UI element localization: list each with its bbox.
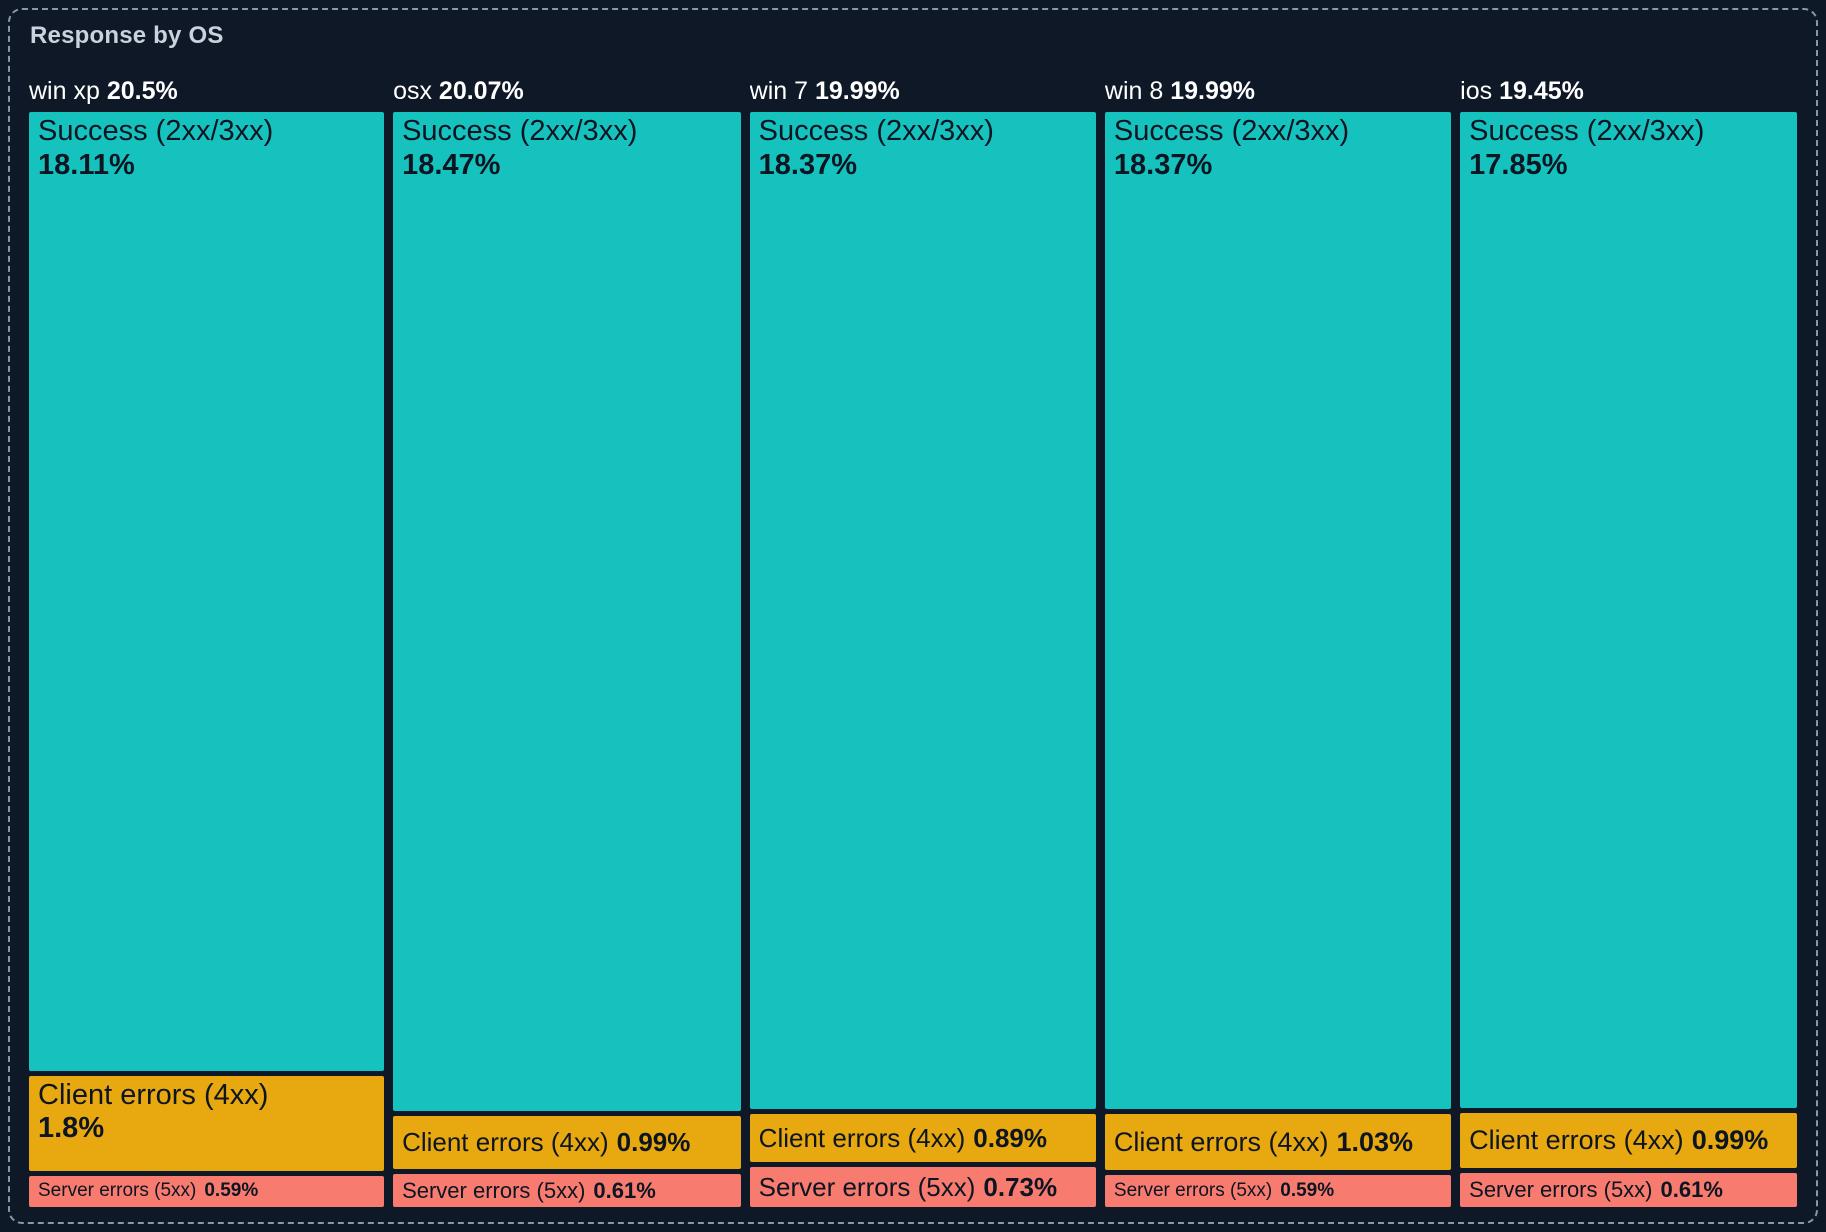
os-column-win-xp: win xp 20.5% Success (2xx/3xx) 18.11% Clien… (29, 78, 385, 1207)
os-column-blocks: Success (2xx/3xx) 17.85% Client errors (4x… (1460, 112, 1798, 1207)
os-percent: 19.45% (1499, 78, 1584, 104)
segment-label: Server errors (5xx) (758, 1171, 976, 1202)
segment-value: 1.03% (1336, 1126, 1414, 1157)
segment-client-errors[interactable]: Client errors (4xx) 1.8% (29, 1075, 385, 1171)
segment-client-errors[interactable]: Client errors (4xx) 1.03% (1104, 1114, 1452, 1170)
os-percent: 20.5% (106, 78, 178, 104)
segment-label: Client errors (4xx) (1469, 1124, 1684, 1155)
os-name: ios (1460, 78, 1493, 104)
segment-label: Client errors (4xx) (1113, 1126, 1329, 1157)
treemap-chart: win xp 20.5% Success (2xx/3xx) 18.11% Clien… (29, 78, 1798, 1208)
segment-success[interactable]: Success (2xx/3xx) 18.47% (393, 112, 741, 1111)
segment-server-errors[interactable]: Server errors (5xx) 0.59% (1104, 1174, 1452, 1208)
os-name: win 8 (1104, 78, 1164, 104)
os-column-blocks: Success (2xx/3xx) 18.47% Client errors (4x… (393, 112, 741, 1207)
segment-value: 0.73% (983, 1171, 1058, 1202)
os-column-label: osx 20.07% (393, 78, 741, 104)
segment-success[interactable]: Success (2xx/3xx) 17.85% (1460, 112, 1798, 1108)
os-column-label: win xp 20.5% (29, 78, 384, 104)
os-name: osx (393, 78, 432, 104)
segment-label: Server errors (5xx) (38, 1180, 197, 1202)
segment-value: 0.99% (616, 1126, 691, 1157)
segment-label: Success (2xx/3xx) (1113, 115, 1350, 147)
os-percent: 19.99% (815, 78, 900, 104)
os-column-win-8: win 8 19.99% Success (2xx/3xx) 18.37% Clien… (1104, 78, 1452, 1208)
spacer (100, 78, 107, 104)
panel-title: Response by OS (30, 22, 224, 49)
os-percent: 20.07% (438, 78, 524, 104)
spacer (808, 78, 815, 104)
segment-label: Client errors (4xx) (38, 1078, 269, 1111)
segment-success[interactable]: Success (2xx/3xx) 18.37% (1104, 112, 1452, 1110)
segment-client-errors[interactable]: Client errors (4xx) 0.99% (1460, 1112, 1798, 1168)
segment-label: Success (2xx/3xx) (1469, 115, 1705, 147)
segment-success[interactable]: Success (2xx/3xx) 18.37% (749, 112, 1096, 1110)
segment-value: 0.89% (973, 1122, 1047, 1153)
os-column-win-7: win 7 19.99% Success (2xx/3xx) 18.37% Clien… (749, 78, 1096, 1208)
segment-label: Server errors (5xx) (1113, 1180, 1273, 1201)
segment-label: Success (2xx/3xx) (38, 115, 274, 147)
segment-value: 17.85% (1469, 148, 1568, 181)
segment-label: Client errors (4xx) (402, 1126, 609, 1157)
segment-value: 0.61% (593, 1177, 656, 1203)
segment-value: 18.47% (402, 148, 501, 181)
segment-value: 0.99% (1691, 1124, 1769, 1155)
segment-value: 1.8% (38, 1112, 105, 1145)
response-by-os-panel: Response by OS win xp 20.5% Success (2xx/… (8, 8, 1818, 1224)
os-column-label: win 8 19.99% (1105, 78, 1451, 104)
spacer (432, 78, 439, 104)
os-name: win 7 (749, 78, 809, 104)
segment-label: Client errors (4xx) (758, 1122, 966, 1153)
segment-label: Server errors (5xx) (402, 1177, 586, 1203)
segment-success[interactable]: Success (2xx/3xx) 18.11% (29, 112, 385, 1071)
os-name: win xp (29, 78, 100, 104)
os-column-blocks: Success (2xx/3xx) 18.37% Client errors (4x… (1104, 112, 1452, 1208)
segment-client-errors[interactable]: Client errors (4xx) 0.99% (393, 1115, 741, 1170)
segment-value: 0.59% (1280, 1180, 1335, 1201)
segment-server-errors[interactable]: Server errors (5xx) 0.73% (749, 1167, 1096, 1208)
segment-server-errors[interactable]: Server errors (5xx) 0.61% (393, 1174, 741, 1207)
segment-client-errors[interactable]: Client errors (4xx) 0.89% (749, 1114, 1096, 1163)
os-percent: 19.99% (1170, 78, 1256, 104)
os-column-osx: osx 20.07% Success (2xx/3xx) 18.47% Client … (393, 78, 741, 1207)
segment-server-errors[interactable]: Server errors (5xx) 0.59% (29, 1175, 385, 1207)
segment-value: 0.61% (1660, 1176, 1723, 1202)
segment-value: 18.37% (1113, 148, 1213, 181)
segment-label: Server errors (5xx) (1469, 1176, 1653, 1202)
segment-value: 18.11% (38, 148, 135, 181)
os-column-ios: ios 19.45% Success (2xx/3xx) 17.85% Client … (1460, 78, 1798, 1207)
os-column-label: ios 19.45% (1460, 78, 1797, 104)
segment-value: 0.59% (204, 1180, 259, 1202)
os-column-blocks: Success (2xx/3xx) 18.37% Client errors (4x… (749, 112, 1096, 1208)
segment-label: Success (2xx/3xx) (402, 115, 638, 147)
os-column-blocks: Success (2xx/3xx) 18.11% Client errors (4x… (29, 112, 385, 1207)
os-column-label: win 7 19.99% (750, 78, 1096, 104)
segment-value: 18.37% (758, 148, 858, 181)
segment-server-errors[interactable]: Server errors (5xx) 0.61% (1460, 1172, 1798, 1207)
segment-label: Success (2xx/3xx) (758, 115, 994, 147)
